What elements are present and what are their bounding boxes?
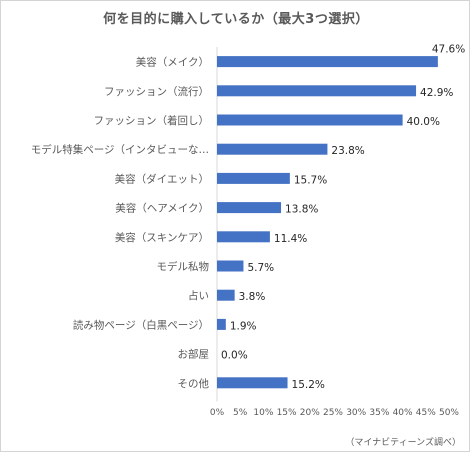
bar <box>217 289 235 301</box>
x-tick-label: 10% <box>253 408 273 418</box>
category-label: 読み物ページ（白黒ページ） <box>73 318 209 331</box>
x-tick-label: 40% <box>393 408 413 418</box>
value-label: 23.8% <box>331 145 364 157</box>
value-label: 47.6% <box>432 44 465 56</box>
category-label: 美容（ヘアメイク） <box>115 202 209 215</box>
bar <box>217 172 290 184</box>
x-tick-label: 25% <box>323 408 343 418</box>
source-note: （マイナビティーンズ調べ） <box>345 438 461 448</box>
bar <box>217 202 282 214</box>
value-label: 40.0% <box>407 116 440 128</box>
x-tick-label: 15% <box>277 408 297 418</box>
category-label: モデル私物 <box>157 260 210 273</box>
category-label: お部屋 <box>178 348 210 361</box>
x-tick-label: 0% <box>210 408 225 418</box>
category-label: モデル特集ページ（インタビューな… <box>31 143 209 156</box>
value-label: 15.7% <box>294 174 327 186</box>
x-tick-label: 45% <box>416 408 436 418</box>
bar <box>217 143 328 155</box>
x-tick-label: 50% <box>439 408 459 418</box>
value-label: 1.9% <box>230 320 257 332</box>
value-label: 5.7% <box>247 262 274 274</box>
value-label: 11.4% <box>274 233 307 245</box>
chart-title: 何を目的に購入しているか（最大3つ選択） <box>103 12 369 27</box>
category-label: 美容（ダイエット） <box>115 172 209 185</box>
category-label: 占い <box>188 289 209 302</box>
bar <box>217 114 403 126</box>
value-label: 13.8% <box>285 204 318 216</box>
bar <box>217 377 288 389</box>
bar <box>217 318 226 330</box>
category-label: ファッション（流行） <box>104 85 209 98</box>
x-tick-label: 30% <box>346 408 366 418</box>
value-label: 15.2% <box>292 379 325 391</box>
value-label: 0.0% <box>221 350 248 362</box>
category-label: 美容（スキンケア） <box>115 231 209 244</box>
bar <box>217 231 270 243</box>
x-tick-label: 5% <box>233 408 248 418</box>
category-label: その他 <box>178 377 210 390</box>
category-label: 美容（メイク） <box>136 56 209 69</box>
bar <box>217 56 438 68</box>
category-label: ファッション（着回し） <box>94 114 210 127</box>
value-label: 3.8% <box>239 291 266 303</box>
x-tick-label: 20% <box>300 408 320 418</box>
bar <box>217 85 417 97</box>
bar <box>217 260 244 272</box>
x-tick-label: 35% <box>369 408 389 418</box>
value-label: 42.9% <box>420 87 453 99</box>
